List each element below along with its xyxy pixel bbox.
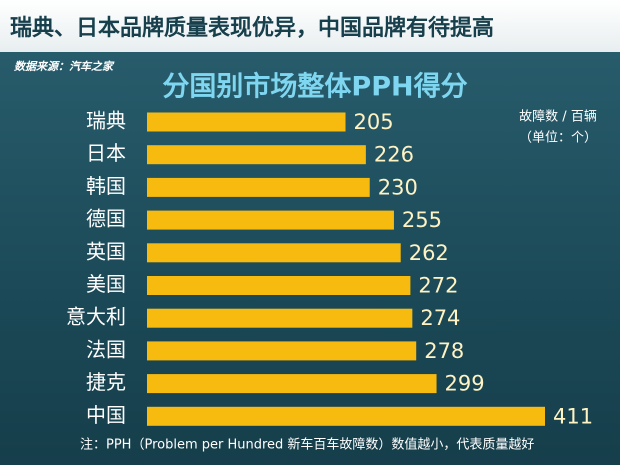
category-label: 捷克 bbox=[86, 370, 126, 394]
category-label: 英国 bbox=[86, 239, 126, 263]
value-label: 411 bbox=[553, 404, 593, 428]
value-label: 205 bbox=[354, 110, 394, 134]
value-label: 272 bbox=[418, 274, 458, 298]
bar bbox=[147, 308, 413, 328]
category-label: 韩国 bbox=[86, 174, 126, 198]
value-label: 255 bbox=[402, 208, 442, 232]
category-label: 美国 bbox=[86, 272, 126, 296]
value-label: 262 bbox=[409, 241, 449, 265]
value-label: 230 bbox=[378, 175, 418, 199]
bar bbox=[147, 145, 366, 165]
bar bbox=[147, 177, 370, 197]
bar bbox=[147, 243, 401, 263]
value-label: 226 bbox=[374, 143, 414, 167]
category-label: 中国 bbox=[86, 403, 126, 427]
header: 瑞典、日本品牌质量表现优异，中国品牌有待提高 bbox=[0, 0, 620, 52]
note: 注：PPH（Problem per Hundred 新车百车故障数）数值越小，代… bbox=[80, 437, 534, 453]
value-label: 278 bbox=[424, 339, 464, 363]
category-label: 瑞典 bbox=[86, 109, 126, 133]
bar bbox=[147, 341, 417, 361]
unit-label: 故障数 / 百辆 bbox=[519, 110, 597, 125]
bar bbox=[147, 406, 545, 426]
bar bbox=[147, 276, 411, 295]
bar bbox=[147, 112, 346, 132]
category-label: 德国 bbox=[86, 207, 126, 231]
chart-title: 分国别市场整体PPH得分 bbox=[162, 71, 467, 103]
unit-label: （单位：个） bbox=[519, 131, 597, 146]
header-title: 瑞典、日本品牌质量表现优异，中国品牌有待提高 bbox=[10, 16, 495, 41]
value-label: 299 bbox=[445, 372, 485, 396]
category-label: 法国 bbox=[86, 337, 126, 361]
source: 数据来源：汽车之家 bbox=[14, 60, 113, 73]
category-label: 日本 bbox=[86, 141, 126, 165]
bar bbox=[147, 210, 394, 230]
bar bbox=[147, 374, 437, 394]
category-label: 意大利 bbox=[66, 305, 126, 329]
value-label: 274 bbox=[420, 306, 460, 330]
